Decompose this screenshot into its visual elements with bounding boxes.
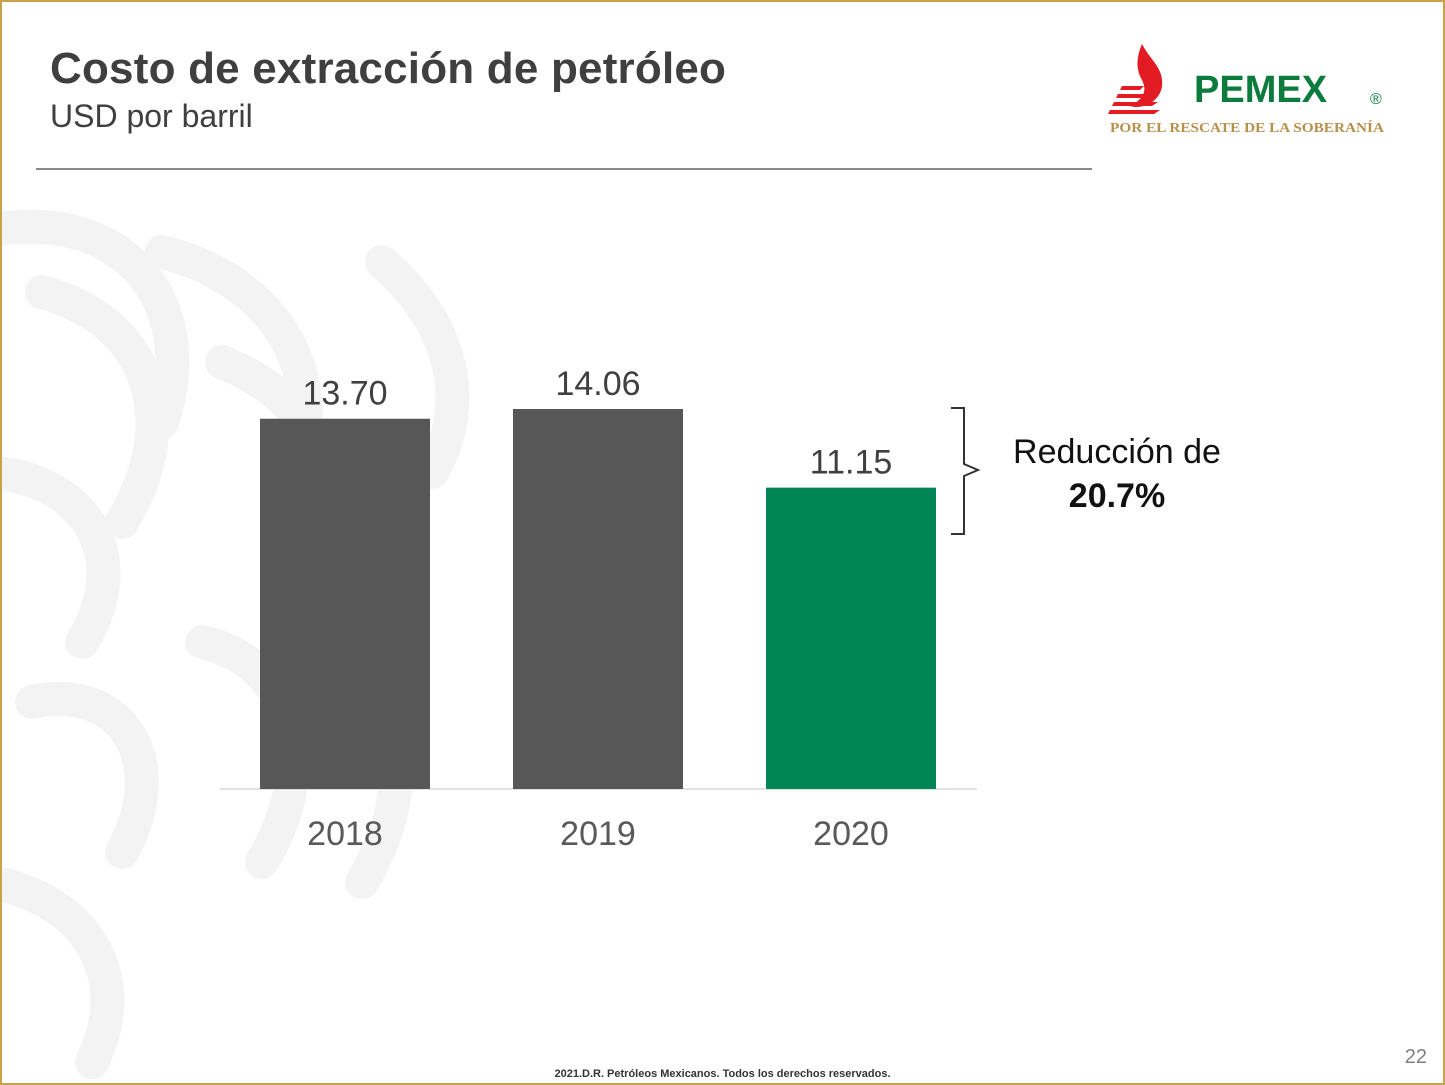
bar-2020 [766,487,936,789]
registered-mark: ® [1370,91,1382,108]
pemex-tagline: POR EL RESCATE DE LA SOBERANÍA [1110,120,1384,135]
x-tick-label-2020: 2020 [813,815,889,853]
bar-2018 [260,418,430,789]
data-label-2020: 11.15 [810,444,893,482]
copyright-footer: 2021.D.R. Petróleos Mexicanos. Todos los… [554,1068,891,1080]
bar-2019 [513,409,683,789]
reduction-bracket [951,407,981,535]
reduction-percent: 20.7% [1068,477,1166,515]
bars-group: 13.70 2018 14.06 2019 11.15 2020 [260,365,936,853]
page-number: 22 [1404,1046,1427,1068]
page-title: Costo de extracción de petróleo [50,44,727,93]
pemex-brand-text: PEMEX [1194,69,1328,111]
data-label-2019: 14.06 [555,365,640,403]
x-tick-label-2018: 2018 [307,815,383,853]
data-label-2018: 13.70 [302,375,387,413]
x-tick-label-2019: 2019 [560,815,636,853]
title-divider [36,168,1092,170]
pemex-logo: PEMEX ® POR EL RESCATE DE LA SOBERANÍA [1108,44,1384,135]
reduction-label: Reducción de [1013,433,1221,471]
page-subtitle: USD por barril [50,98,253,134]
reduction-annotation: Reducción de 20.7% [992,430,1242,518]
pemex-eagle-icon [1108,44,1163,114]
